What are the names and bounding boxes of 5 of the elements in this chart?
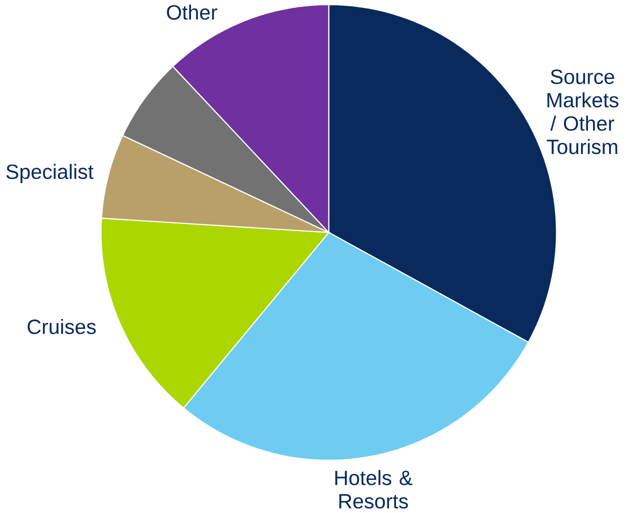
slice-label: Cruises <box>28 318 96 334</box>
slice-label: Specialist <box>6 164 94 184</box>
slice-label: Hotels & Resorts <box>335 470 412 508</box>
slice-label: Other <box>166 4 218 20</box>
slice-label: Source Markets / Other Tourism <box>546 69 618 154</box>
